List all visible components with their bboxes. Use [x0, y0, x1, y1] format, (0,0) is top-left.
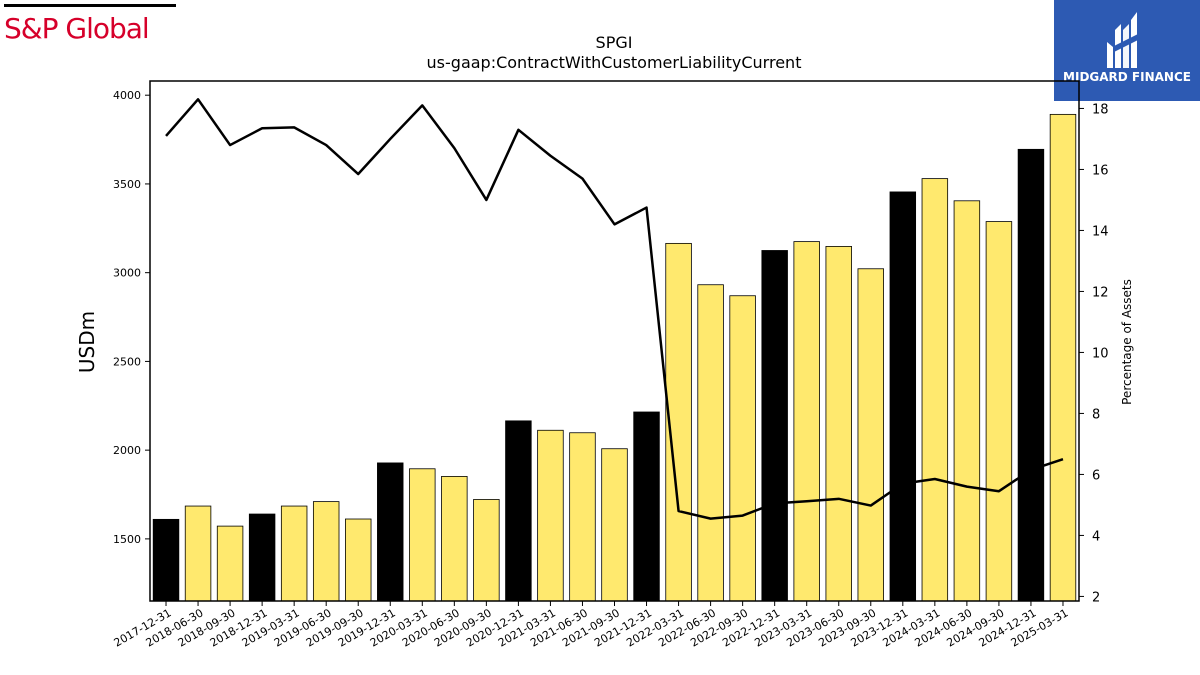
bar [152, 518, 180, 602]
bar-series [152, 113, 1077, 602]
bar [793, 241, 820, 602]
bar [505, 420, 532, 602]
bar [985, 221, 1013, 602]
chart-subtitle: us-gaap:ContractWithCustomerLiabilityCur… [427, 53, 802, 72]
bar [537, 429, 564, 602]
midgard-emblem-icon [1107, 12, 1138, 68]
sp-global-logo-text: S&P Global [4, 12, 150, 45]
bar [889, 191, 917, 602]
bar [1049, 113, 1077, 602]
y2-tick-label: 12 [1092, 285, 1109, 300]
bar [473, 499, 500, 602]
bar [409, 468, 436, 602]
bar [1017, 148, 1045, 602]
bar [280, 505, 308, 602]
bar [345, 518, 372, 602]
bar [601, 448, 628, 602]
bar [825, 246, 852, 602]
y-tick-label: 2000 [113, 444, 141, 457]
y2-tick-label: 6 [1092, 468, 1100, 483]
y2-tick-label: 2 [1092, 590, 1100, 605]
y2-tick-label: 10 [1092, 346, 1109, 361]
bar [312, 501, 340, 602]
y2-tick-label: 4 [1092, 529, 1100, 544]
y-tick-label: 1500 [113, 533, 141, 546]
y-tick-label: 3000 [113, 267, 141, 280]
bar [569, 432, 596, 602]
logo-rule [4, 4, 176, 7]
bar [216, 525, 244, 602]
bar [697, 284, 724, 602]
y-tick-label: 3500 [113, 178, 141, 191]
percentage-line [165, 98, 1064, 520]
sp-global-logo: S&P Global [4, 4, 180, 45]
bar [953, 200, 981, 602]
y-tick-label: 2500 [113, 355, 141, 368]
bar [248, 513, 276, 602]
bar [921, 178, 949, 602]
bar [761, 250, 788, 602]
bar [633, 411, 660, 602]
chart-title: SPGI [596, 33, 633, 52]
bar [441, 476, 468, 602]
bar [857, 268, 884, 602]
y2-tick-label: 14 [1092, 224, 1109, 239]
y-axis-label: USDm [75, 311, 99, 373]
bar [377, 462, 404, 602]
y2-axis-label: Percentage of Assets [1120, 279, 1134, 405]
y-tick-label: 4000 [113, 89, 141, 102]
midgard-finance-logo-text: MIDGARD FINANCE [1063, 70, 1191, 84]
bar [729, 295, 756, 602]
bar [184, 505, 212, 602]
y2-tick-label: 18 [1092, 102, 1109, 117]
line-series [165, 98, 1064, 520]
y2-tick-label: 16 [1092, 163, 1109, 178]
y2-tick-label: 8 [1092, 407, 1100, 422]
